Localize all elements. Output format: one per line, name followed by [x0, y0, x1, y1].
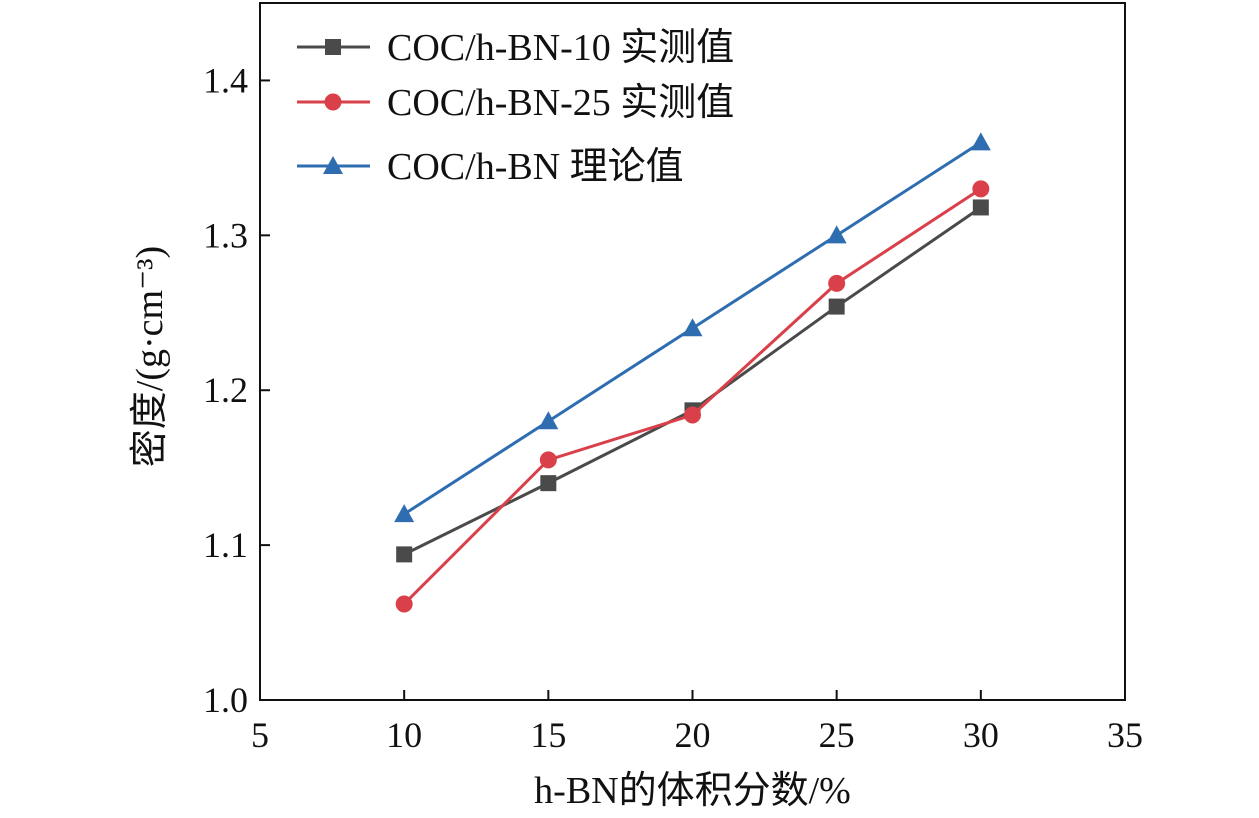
legend-marker	[324, 93, 342, 111]
legend-entry: COC/h-BN-25 实测值	[297, 82, 734, 124]
data-point	[828, 298, 845, 315]
legend-marker	[325, 39, 341, 55]
axes-layer: 5 10 15 20 25 30 35 1.0 1.1 1.2 1.3 1.4	[203, 2, 1143, 755]
x-tick-label: 10	[386, 715, 422, 755]
data-point	[970, 132, 991, 151]
series-circle	[395, 180, 990, 613]
x-tick-label: 20	[675, 715, 711, 755]
data-point	[396, 546, 413, 563]
data-point	[394, 504, 415, 523]
legend-marker	[323, 156, 343, 174]
x-tick-label: 35	[1107, 715, 1143, 755]
legend-label: COC/h-BN-10 实测值	[387, 27, 734, 69]
data-point	[539, 451, 557, 469]
y-tick-label: 1.1	[203, 525, 248, 565]
data-point	[682, 318, 703, 337]
series-square	[396, 199, 989, 563]
y-tick-label: 1.4	[203, 60, 248, 100]
legend-label: COC/h-BN-25 实测值	[387, 82, 734, 124]
x-tick-label: 5	[251, 715, 269, 755]
x-tick-label: 30	[963, 715, 999, 755]
y-tick-label: 1.3	[203, 215, 248, 255]
x-tick-label: 15	[530, 715, 566, 755]
data-point	[540, 475, 557, 492]
y-axis-label: 密度/(g·cm⁻³)	[129, 246, 171, 467]
y-tick-label: 1.0	[203, 680, 248, 720]
data-point	[684, 406, 701, 424]
data-point	[395, 595, 413, 613]
legend-entry: COC/h-BN-10 实测值	[297, 27, 734, 69]
series-layer	[394, 132, 991, 613]
data-point	[538, 411, 559, 430]
legend-entry: COC/h-BN 理论值	[297, 146, 684, 188]
x-axis-label: h-BN的体积分数/%	[534, 770, 851, 812]
data-point	[972, 180, 990, 198]
series-line	[403, 187, 982, 606]
legend-label: COC/h-BN 理论值	[387, 146, 684, 188]
legend: COC/h-BN-10 实测值 COC/h-BN-25 实测值 COC/h-BN 理…	[297, 27, 734, 188]
series-triangle	[394, 132, 991, 523]
y-tick-label: 1.2	[203, 370, 248, 410]
data-point	[826, 225, 847, 244]
data-point	[972, 199, 989, 216]
data-point	[828, 274, 846, 292]
series-line	[403, 206, 982, 556]
x-tick-label: 25	[819, 715, 855, 755]
